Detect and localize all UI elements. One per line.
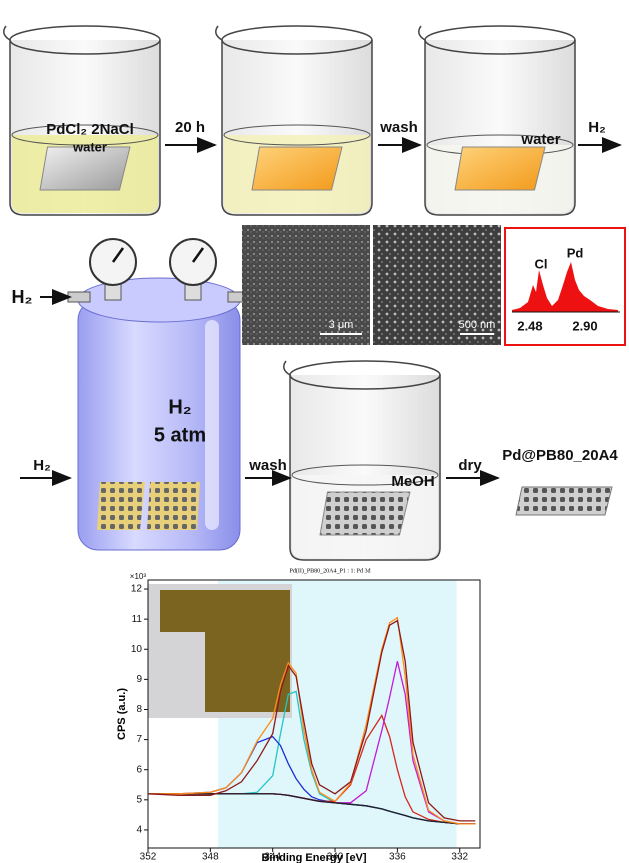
label: 5 atm <box>154 424 206 446</box>
figure: PdCl₂ 2NaCl water 20 h wash water H₂ H₂ … <box>0 0 629 863</box>
label: wash <box>248 457 287 474</box>
x-tick-label: 332 <box>451 852 468 863</box>
x-axis-label: Binding Energy [eV] <box>261 852 366 863</box>
beaker <box>216 26 372 215</box>
label: Pd <box>567 245 584 260</box>
x-tick-label: 352 <box>140 852 157 863</box>
chart-title: Pd(II)_PB80_20A4_P1 : 1: Pd 3d <box>289 567 370 574</box>
y-tick-label: 6 <box>136 764 142 775</box>
y-multiplier: ×10³ <box>130 572 147 581</box>
beaker-spout <box>419 26 425 40</box>
label: 2.90 <box>572 318 597 333</box>
y-tick-label: 5 <box>136 794 142 805</box>
y-tick-label: 12 <box>131 584 143 595</box>
reactor-highlight <box>205 320 219 530</box>
page: {"labels": { "step1_salt": "PdCl₂ 2NaCl"… <box>0 0 629 863</box>
label: dry <box>458 457 482 474</box>
sample <box>320 492 410 535</box>
label: water <box>520 131 560 148</box>
beaker-spout <box>4 26 10 40</box>
y-tick-label: 10 <box>131 644 143 655</box>
x-tick-label: 336 <box>389 852 406 863</box>
reactor-lid <box>78 278 240 322</box>
label: PdCl₂ 2NaCl <box>46 121 134 138</box>
product <box>516 487 612 515</box>
reactor <box>68 239 248 550</box>
sample <box>97 482 145 530</box>
x-tick-label: 348 <box>202 852 219 863</box>
label: H₂ <box>33 457 51 474</box>
sample <box>147 482 200 530</box>
scale-label: 3 μm <box>329 319 354 331</box>
label: water <box>72 139 107 154</box>
y-tick-label: 8 <box>136 704 142 715</box>
valve <box>68 292 90 302</box>
label: wash <box>379 119 418 136</box>
scale-label: 500 nm <box>459 319 496 331</box>
y-tick-label: 7 <box>136 734 142 745</box>
label: 2.48 <box>517 318 542 333</box>
sample <box>252 147 342 190</box>
y-tick-label: 11 <box>132 614 143 625</box>
y-tick-label: 9 <box>136 674 142 685</box>
label: Pd@PB80_20A4 <box>502 447 618 464</box>
label: H₂ <box>12 287 33 307</box>
beaker-spout <box>284 361 290 375</box>
y-axis-label: CPS (a.u.) <box>116 688 128 740</box>
label: H₂ <box>588 119 606 136</box>
beaker-spout <box>216 26 222 40</box>
beaker <box>284 361 440 560</box>
beaker <box>419 26 575 215</box>
y-tick-label: 4 <box>136 825 142 836</box>
label: H₂ <box>168 396 191 418</box>
sample <box>455 147 545 190</box>
label: MeOH <box>391 473 434 490</box>
label: 20 h <box>175 119 205 136</box>
label: Cl <box>535 256 548 271</box>
